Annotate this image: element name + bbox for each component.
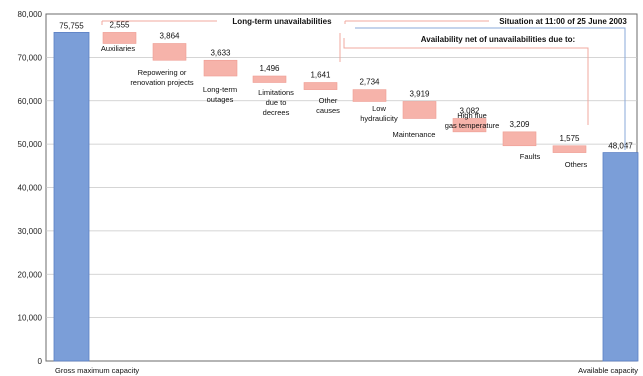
category-label: Repowering or <box>138 68 187 77</box>
y-tick-label: 70,000 <box>18 53 43 62</box>
connector-line <box>343 38 589 125</box>
y-tick-label: 10,000 <box>18 314 43 323</box>
category-label: gas temperature <box>445 121 500 130</box>
y-tick-label: 30,000 <box>18 227 43 236</box>
category-label: hydraulicity <box>360 114 398 123</box>
category-label: Limitations <box>258 88 294 97</box>
header-situation: Situation at 11:00 of 25 June 2003 <box>499 17 627 26</box>
y-tick-label: 60,000 <box>18 97 43 106</box>
y-tick-label: 40,000 <box>18 184 43 193</box>
step-value-label: 1,641 <box>310 71 331 80</box>
category-label: Faults <box>520 152 541 161</box>
category-label: Long-term <box>203 85 237 94</box>
step-value-label: 3,633 <box>210 48 231 57</box>
total-bar <box>53 32 90 362</box>
category-label: Gross maximum capacity <box>55 366 139 375</box>
connector-line <box>355 27 626 150</box>
category-label: Low <box>372 104 386 113</box>
step-bar <box>352 89 387 102</box>
y-tick-label: 50,000 <box>18 140 43 149</box>
category-label: due to <box>266 98 287 107</box>
step-bar <box>552 145 587 153</box>
step-value-label: 2,555 <box>109 20 130 29</box>
step-bar <box>452 118 487 133</box>
category-label: Available capacity <box>578 366 638 375</box>
step-bar <box>152 43 187 61</box>
step-bar <box>502 131 537 147</box>
step-bar <box>402 101 437 119</box>
category-label: High flue <box>457 111 487 120</box>
step-value-label: 3,864 <box>159 31 180 40</box>
category-label: decrees <box>263 108 290 117</box>
category-label: Maintenance <box>393 130 436 139</box>
y-tick-label: 20,000 <box>18 270 43 279</box>
step-bar <box>102 32 137 44</box>
step-value-label: 3,919 <box>409 89 430 98</box>
step-value-label: 1,575 <box>559 134 580 143</box>
step-value-label: 3,209 <box>509 120 530 129</box>
step-value-label: 2,734 <box>359 78 380 87</box>
category-label: Other <box>319 96 338 105</box>
step-value-label: 3,082 <box>459 106 480 115</box>
category-label: outages <box>207 95 234 104</box>
step-bar <box>203 59 238 77</box>
step-bar <box>252 75 287 83</box>
total-bar <box>602 152 639 362</box>
step-value-label: 1,496 <box>259 64 280 73</box>
category-label: causes <box>316 106 340 115</box>
y-tick-label: 0 <box>38 357 43 366</box>
category-label: Others <box>565 160 588 169</box>
step-bar <box>303 82 338 90</box>
total-value-label: 48,047 <box>608 142 633 151</box>
y-tick-label: 80,000 <box>18 10 43 19</box>
total-value-label: 75,755 <box>59 21 84 30</box>
header-availability-net: Availability net of unavailabilities due… <box>421 35 575 44</box>
category-label: renovation projects <box>130 78 194 87</box>
header-long-term: Long-term unavailabilities <box>232 17 332 26</box>
category-label: Auxiliaries <box>101 44 135 53</box>
